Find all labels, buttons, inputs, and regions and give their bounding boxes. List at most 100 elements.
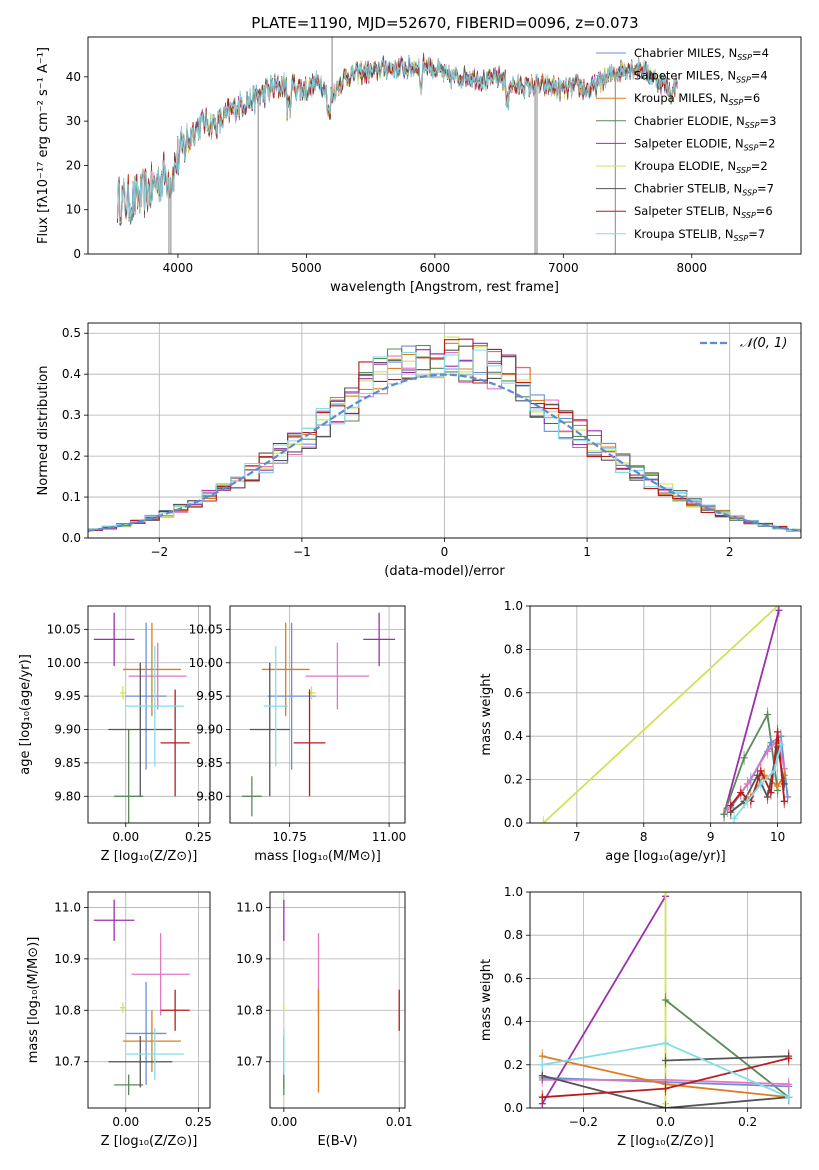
y-tick-label: 9.85 <box>196 756 223 770</box>
x-tick-label: −2 <box>150 545 168 559</box>
legend-name: Salpeter MILES, N <box>634 69 736 83</box>
y-tick-label: 9.95 <box>196 689 223 703</box>
legend-sub: SSP <box>736 166 751 175</box>
figure-title: PLATE=1190, MJD=52670, FIBERID=0096, z=0… <box>251 14 638 32</box>
legend-name: Kroupa STELIB, N <box>634 227 734 241</box>
axes-frame <box>269 891 406 1109</box>
legend-sub: SSP <box>736 76 751 85</box>
x-tick-label: 11.00 <box>372 830 406 844</box>
y-tick-label: 0.2 <box>504 1058 523 1072</box>
legend-entry: Kroupa ELODIE, NSSP=2 <box>634 159 768 175</box>
legend-entry: Salpeter MILES, NSSP=4 <box>634 69 768 85</box>
x-tick-label: 0.2 <box>738 1115 757 1129</box>
mass_vs_Z-plot-area <box>93 899 190 1096</box>
legend-sub: SSP <box>729 98 744 107</box>
legend-name: Chabrier MILES, N <box>634 46 737 60</box>
legend-entry: Salpeter ELODIE, NSSP=2 <box>634 136 775 152</box>
legend-entry: Salpeter STELIB, NSSP=6 <box>634 204 773 220</box>
x-tick-label: 8000 <box>677 261 708 275</box>
legend-entry: Kroupa MILES, NSSP=6 <box>634 91 760 107</box>
y-tick-label: 10.8 <box>236 1003 263 1017</box>
x-tick-label: 10 <box>770 830 785 844</box>
y-tick-label: 11.0 <box>236 900 263 914</box>
weight-line-salpeter_elodie <box>723 610 780 815</box>
x-axis-label: Z [log₁₀(Z/Z⊙)] <box>617 1134 714 1149</box>
age_vs_Z-axes: 0.00 0.25 9.80 9.85 9.90 9.95 10.00 10.05 Z [log… <box>18 605 212 864</box>
y-tick-label: 20 <box>66 158 81 172</box>
y-tick-label: 10 <box>66 203 81 217</box>
weight-line-chabrier_stelib <box>542 1074 789 1108</box>
y-tick-label: 1.0 <box>504 885 523 899</box>
axes-frame <box>529 605 802 824</box>
x-tick-label: 2 <box>726 545 734 559</box>
spectrum-plot-area <box>117 37 678 254</box>
x-tick-label: 0 <box>441 545 449 559</box>
y-tick-label: 9.85 <box>54 756 81 770</box>
y-tick-label: 0.0 <box>504 816 523 830</box>
x-tick-label: 0.00 <box>112 1115 139 1129</box>
legend-eq: =6 <box>743 91 760 105</box>
legend-sub: SSP <box>734 234 749 243</box>
y-tick-label: 30 <box>66 114 81 128</box>
y-tick-label: 10.00 <box>189 656 223 670</box>
x-tick-label: −0.2 <box>569 1115 598 1129</box>
legend-sub: SSP <box>742 189 757 198</box>
axes-frame <box>229 605 406 824</box>
y-tick-label: 9.95 <box>54 689 81 703</box>
legend-entry: Chabrier STELIB, NSSP=7 <box>634 182 774 198</box>
mass_vs_ebv-axes: 0.00 0.01 10.7 10.8 10.9 11.0 E(B-V) <box>236 891 413 1149</box>
x-axis-label: mass [log₁₀(M/M⊙)] <box>254 849 381 864</box>
weight-line-chabrier_elodie <box>723 711 779 815</box>
y-tick-label: 0.2 <box>62 449 81 463</box>
x-tick-label: 7 <box>573 830 581 844</box>
legend-sub: SSP <box>737 53 752 62</box>
x-tick-label: 10.75 <box>272 830 306 844</box>
legend-entry: 𝒩(0, 1) <box>740 336 787 351</box>
y-axis-label: Normed distribution <box>36 366 51 496</box>
legend-eq: =4 <box>752 46 769 60</box>
axes-frame <box>529 891 802 1109</box>
legend-eq: =4 <box>751 69 768 83</box>
x-tick-label: 0.25 <box>185 830 212 844</box>
y-tick-label: 0.0 <box>504 1101 523 1115</box>
age_vs_mass-plot-area <box>241 612 396 817</box>
legend-name: Kroupa ELODIE, N <box>634 159 736 173</box>
x-tick-label: 8 <box>640 830 648 844</box>
x-tick-label: 0.0 <box>656 1115 675 1129</box>
weight_vs_Z-plot-area <box>538 892 793 1108</box>
spectrum-line-kroupa_stelib <box>117 55 678 224</box>
y-tick-label: 0.0 <box>62 531 81 545</box>
weight_vs_age-axes: 7 8 9 10 0.0 0.2 0.4 0.6 0.8 1.0 age [log₁₀(age/yr… <box>479 599 802 864</box>
y-axis-label: mass weight <box>479 959 494 1041</box>
legend-entry: Chabrier ELODIE, NSSP=3 <box>634 114 776 130</box>
y-tick-label: 40 <box>66 70 81 84</box>
y-tick-label: 0.2 <box>504 773 523 787</box>
weight-line-chabrier_stelib <box>665 1055 789 1062</box>
y-tick-label: 10.8 <box>54 1003 81 1017</box>
legend-entry: Chabrier MILES, NSSP=4 <box>634 46 769 62</box>
legend-name: Kroupa MILES, N <box>634 91 729 105</box>
x-tick-label: −1 <box>293 545 311 559</box>
y-tick-label: 1.0 <box>504 599 523 613</box>
residuals-plot-area <box>88 336 801 534</box>
legend-eq: =6 <box>756 204 773 218</box>
x-tick-label: 9 <box>707 830 715 844</box>
legend-eq: =3 <box>760 114 777 128</box>
legend-sub: SSP <box>741 211 756 220</box>
axes-frame <box>87 36 802 255</box>
y-axis-label: age [log₁₀(age/yr)] <box>18 654 33 775</box>
y-tick-label: 0.4 <box>504 1015 523 1029</box>
y-tick-label: 9.90 <box>196 723 223 737</box>
y-tick-label: 0.6 <box>504 971 523 985</box>
x-tick-label: 4000 <box>163 261 194 275</box>
x-axis-label: Z [log₁₀(Z/Z⊙)] <box>101 849 198 864</box>
y-tick-label: 10.9 <box>236 952 263 966</box>
x-tick-label: 0.00 <box>112 830 139 844</box>
x-tick-label: 0.00 <box>270 1115 297 1129</box>
legend-eq: =2 <box>758 136 775 150</box>
x-tick-label: 0.01 <box>386 1115 413 1129</box>
age_vs_mass-axes: 10.75 11.00 9.80 9.85 9.90 9.95 10.00 10.05 mass… <box>189 605 406 864</box>
x-tick-label: 1 <box>583 545 591 559</box>
y-tick-label: 10.7 <box>236 1055 263 1069</box>
gaussian-curve <box>88 373 801 532</box>
